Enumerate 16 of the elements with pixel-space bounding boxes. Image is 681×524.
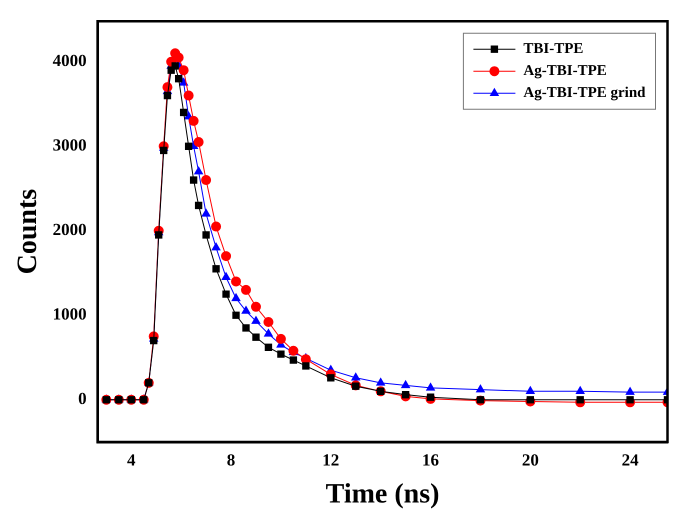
legend-label: TBI-TPE (523, 41, 584, 58)
x-tick-label: 16 (422, 450, 440, 470)
y-axis-title: Counts (12, 188, 44, 274)
y-tick-label: 1000 (52, 304, 87, 324)
legend-label: Ag-TBI-TPE grind (523, 85, 646, 102)
x-tick-label: 4 (127, 450, 136, 470)
x-tick-label: 24 (622, 450, 640, 470)
x-tick-label: 8 (226, 450, 236, 470)
y-tick-label: 2000 (52, 220, 87, 240)
y-tick-label: 4000 (52, 51, 87, 70)
y-tick-label: 0 (78, 389, 87, 408)
x-tick-label: 20 (522, 450, 539, 470)
x-tick-label: 12 (322, 450, 340, 470)
y-tick-label: 3000 (52, 136, 87, 155)
x-axis-title: Time (ns) (326, 478, 440, 510)
legend-label: Ag-TBI-TPE (523, 63, 607, 80)
